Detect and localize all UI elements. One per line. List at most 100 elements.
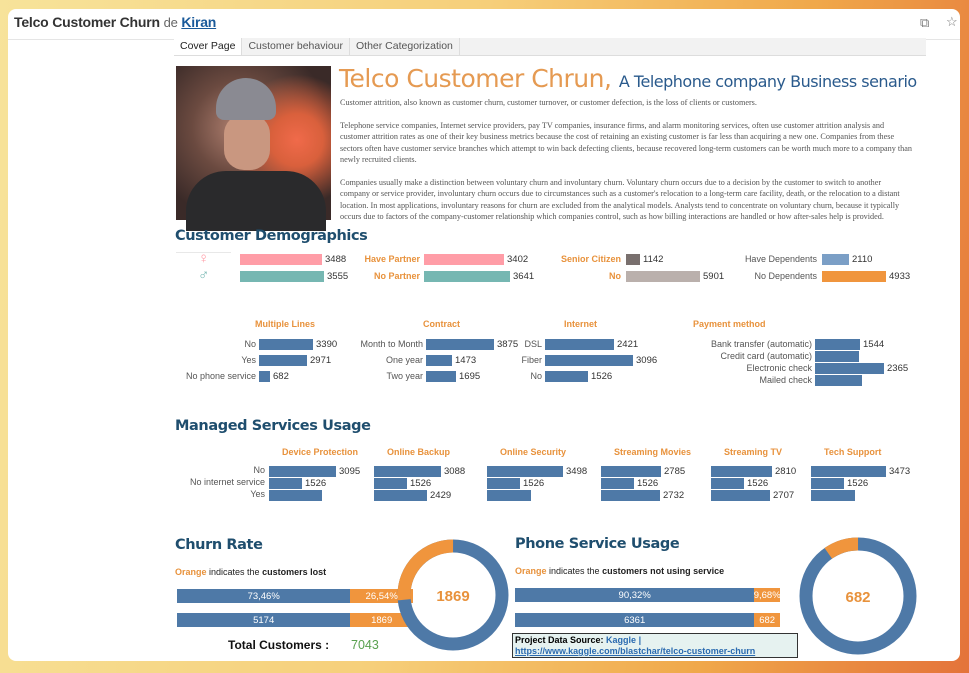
service-bar bbox=[487, 466, 563, 477]
service-bar bbox=[601, 478, 634, 489]
intro-text: Customer attrition, also known as custom… bbox=[340, 97, 912, 225]
category-label: Fiber bbox=[521, 355, 542, 365]
paragraph: Customer attrition, also known as custom… bbox=[340, 98, 757, 107]
dependents-bar bbox=[822, 271, 886, 282]
partner-bar bbox=[424, 271, 510, 282]
section-title-phone: Phone Service Usage bbox=[515, 536, 680, 552]
divider bbox=[176, 252, 231, 253]
not-using-count: 682 bbox=[754, 613, 780, 627]
service-row-label: No internet service bbox=[189, 477, 265, 487]
tab-cover-page[interactable]: Cover Page bbox=[174, 38, 243, 55]
bar-value: 1526 bbox=[637, 478, 659, 489]
partner-label: Have Partner bbox=[364, 254, 420, 264]
service-bar bbox=[269, 478, 302, 489]
bar-value: 1695 bbox=[459, 371, 481, 382]
bar-value: 1526 bbox=[305, 478, 327, 489]
page-title: Telco Customer Chrun, A Telephone compan… bbox=[339, 64, 917, 93]
dependents-bar bbox=[822, 254, 849, 265]
bar-value: 3095 bbox=[339, 466, 361, 477]
phone-pct-bar: 90,32% 9,68% bbox=[515, 588, 780, 602]
category-bar bbox=[426, 371, 456, 382]
bar-value: 1526 bbox=[410, 478, 432, 489]
donut-center-value: 1869 bbox=[436, 588, 469, 605]
service-bar bbox=[711, 478, 744, 489]
bar-value: 2971 bbox=[310, 355, 332, 366]
group-title: Internet bbox=[564, 319, 598, 329]
author-link[interactable]: Kiran bbox=[181, 14, 217, 30]
bar-value: 3555 bbox=[327, 271, 349, 282]
group-title: Multiple Lines bbox=[255, 319, 316, 329]
category-label: No bbox=[244, 339, 256, 349]
service-bar bbox=[374, 466, 441, 477]
senior-label: Senior Citizen bbox=[560, 254, 621, 264]
service-title: Tech Support bbox=[824, 447, 882, 457]
section-title-demographics: Customer Demographics bbox=[175, 228, 368, 244]
sheet-tabs: Cover Page Customer behaviour Other Cate… bbox=[174, 38, 926, 56]
by-label: de bbox=[163, 15, 178, 30]
service-bar bbox=[487, 490, 531, 501]
bar-value: 2707 bbox=[773, 490, 795, 501]
group-title: Payment method bbox=[693, 319, 766, 329]
category-bar bbox=[259, 371, 270, 382]
service-bar bbox=[269, 490, 322, 501]
male-icon: ♂ bbox=[198, 267, 210, 284]
copy-icon[interactable]: ⧉ bbox=[920, 15, 930, 30]
gender-bar bbox=[240, 254, 322, 265]
bar-value: 1142 bbox=[643, 254, 664, 265]
paragraph: Companies usually make a distinction bet… bbox=[340, 177, 900, 222]
donut-lost-arc bbox=[397, 539, 509, 651]
category-bar bbox=[545, 355, 633, 366]
category-label: Credit card (automatic) bbox=[720, 351, 812, 361]
category-label: No bbox=[530, 371, 542, 381]
bar-value: 3096 bbox=[636, 355, 658, 366]
source-name: Kaggle bbox=[606, 635, 637, 645]
service-bar bbox=[374, 478, 407, 489]
bar-value: 1544 bbox=[863, 339, 885, 350]
bar-value: 2732 bbox=[663, 490, 685, 501]
service-bar bbox=[601, 466, 661, 477]
bar-value: 1526 bbox=[847, 478, 869, 489]
lost-pct: 26,54% bbox=[350, 589, 413, 603]
bar-value: 3402 bbox=[507, 254, 529, 265]
service-title: Streaming TV bbox=[724, 447, 783, 457]
phone-count-bar: 6361 682 bbox=[515, 613, 780, 627]
churn-donut: 1869 bbox=[397, 539, 509, 651]
category-bar bbox=[815, 375, 862, 386]
bar-value: 3473 bbox=[889, 466, 911, 477]
bar-value: 3498 bbox=[566, 466, 588, 477]
partner-bar bbox=[424, 254, 504, 265]
category-label: Month to Month bbox=[360, 339, 423, 349]
service-row-label: Yes bbox=[250, 489, 265, 499]
service-bar bbox=[711, 490, 770, 501]
bar-value: 682 bbox=[273, 371, 289, 382]
phone-note: Orange indicates the customers not using… bbox=[515, 566, 725, 576]
source-label: Project Data Source: bbox=[515, 635, 604, 645]
paragraph: Telephone service companies, Internet se… bbox=[340, 120, 912, 165]
bar-value: 3875 bbox=[497, 339, 519, 350]
service-bar bbox=[711, 466, 772, 477]
window-title: Telco Customer Churn de Kiran bbox=[14, 14, 216, 30]
service-bar bbox=[811, 478, 844, 489]
service-title: Online Backup bbox=[387, 447, 451, 457]
category-label: Two year bbox=[386, 371, 423, 381]
donut-center-value: 682 bbox=[845, 589, 870, 606]
bar-value: 3088 bbox=[444, 466, 466, 477]
service-title: Streaming Movies bbox=[614, 447, 692, 457]
senior-bar bbox=[626, 271, 700, 282]
star-icon[interactable]: ☆ bbox=[946, 14, 958, 29]
service-bar bbox=[487, 478, 520, 489]
total-customers-value: 7043 bbox=[351, 638, 379, 652]
retained-count: 5174 bbox=[177, 613, 351, 627]
bar-value: 4933 bbox=[889, 271, 911, 282]
tab-customer-behaviour[interactable]: Customer behaviour bbox=[242, 38, 350, 55]
bar-value: 2429 bbox=[430, 490, 452, 501]
category-bar bbox=[426, 355, 452, 366]
retained-pct: 73,46% bbox=[177, 589, 351, 603]
source-link[interactable]: https://www.kaggle.com/blastchar/telco-c… bbox=[515, 646, 756, 656]
workbook-title: Telco Customer Churn bbox=[14, 14, 160, 30]
not-using-pct: 9,68% bbox=[754, 588, 780, 602]
service-bar bbox=[374, 490, 427, 501]
phone-donut: 682 bbox=[799, 537, 917, 655]
tab-other-categorization[interactable]: Other Categorization bbox=[350, 38, 460, 55]
service-bar bbox=[269, 466, 336, 477]
